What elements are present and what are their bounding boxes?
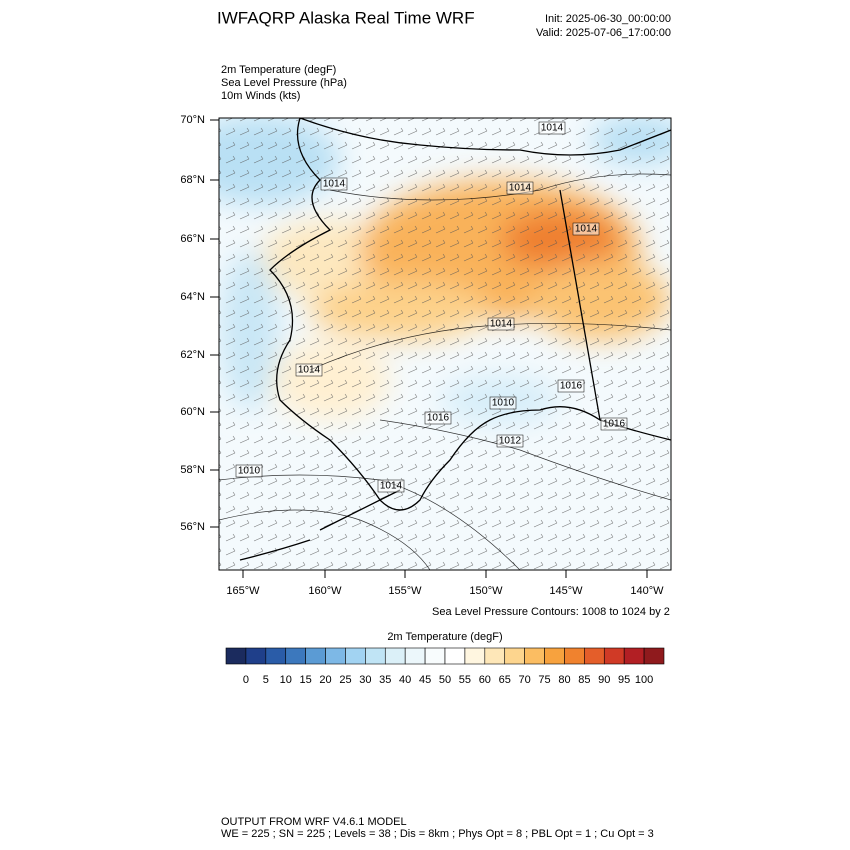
- colorbar-swatch: [484, 647, 506, 665]
- lat-label: 68°N: [180, 174, 205, 186]
- colorbar-tick-label: 5: [263, 674, 269, 686]
- colorbar-tick-label: 10: [280, 674, 292, 686]
- lon-label: 160°W: [308, 585, 342, 597]
- contour-label: 1014: [323, 179, 346, 190]
- contour-label: 1016: [560, 381, 583, 392]
- colorbar-swatch: [464, 647, 486, 665]
- colorbar-tick-label: 50: [439, 674, 451, 686]
- colorbar-swatch: [623, 647, 645, 665]
- colorbar-swatch: [444, 647, 466, 665]
- colorbar-swatch: [345, 647, 366, 665]
- colorbar-tick-label: 0: [243, 674, 249, 686]
- lat-label: 70°N: [180, 114, 205, 126]
- contour-label-box: [320, 177, 348, 191]
- contour-label-box: [538, 121, 566, 135]
- colorbar-tick-label: 55: [459, 674, 471, 686]
- colorbar-tick-label: 75: [538, 674, 550, 686]
- colorbar-tick-label: 40: [399, 674, 411, 686]
- contour-label: 1014: [298, 365, 321, 376]
- valid-time: Valid: 2025-07-06_17:00:00: [536, 27, 671, 39]
- colorbar-swatch: [544, 647, 565, 665]
- lat-label: 56°N: [180, 521, 205, 533]
- colorbar-tick-label: 30: [359, 674, 371, 686]
- colorbar-swatch: [504, 647, 525, 665]
- footer-line: WE = 225 ; SN = 225 ; Levels = 38 ; Dis …: [221, 828, 654, 840]
- lat-label: 60°N: [180, 406, 205, 418]
- colorbar-tick-label: 65: [499, 674, 511, 686]
- colorbar-tick-label: 15: [300, 674, 312, 686]
- contour-label-box: [489, 396, 517, 410]
- contour-label: 1016: [427, 413, 450, 424]
- lat-label: 64°N: [180, 291, 205, 303]
- lat-label: 62°N: [180, 349, 205, 361]
- lon-label: 165°W: [226, 585, 260, 597]
- contour-label-box: [295, 363, 323, 377]
- contour-label-box: [506, 181, 534, 195]
- colorbar-swatch: [424, 647, 446, 665]
- colorbar-swatch: [524, 647, 545, 665]
- contour-label: 1014: [541, 123, 564, 134]
- lon-label: 140°W: [630, 585, 664, 597]
- colorbar-swatch: [564, 647, 585, 665]
- lon-label: 155°W: [388, 585, 422, 597]
- title: IWFAQRP Alaska Real Time WRF: [217, 8, 475, 27]
- colorbar-tick-label: 100: [635, 674, 653, 686]
- colorbar-tick-label: 45: [419, 674, 431, 686]
- colorbar-swatch: [365, 647, 386, 665]
- colorbar-tick-label: 20: [319, 674, 331, 686]
- field-label: 2m Temperature (degF): [221, 64, 336, 76]
- colorbar-tick-label: 70: [519, 674, 531, 686]
- contour-label-box: [572, 222, 600, 236]
- colorbar-swatch: [404, 647, 426, 665]
- lat-label: 58°N: [180, 464, 205, 476]
- colorbar-tick-label: 95: [618, 674, 630, 686]
- contour-label: 1014: [509, 183, 532, 194]
- field-label: Sea Level Pressure (hPa): [221, 77, 347, 89]
- contour-label-box: [557, 379, 585, 393]
- contour-label-box: [487, 317, 515, 331]
- colorbar-tick-label: 60: [479, 674, 491, 686]
- contour-label: 1016: [603, 419, 626, 430]
- contour-label: 1010: [492, 398, 515, 409]
- contour-label-box: [424, 411, 452, 425]
- map-field: [219, 118, 671, 570]
- colorbar-swatch: [305, 647, 326, 665]
- map-frame: [218, 117, 672, 571]
- colorbar-swatch: [245, 647, 267, 665]
- colorbar-swatch: [325, 647, 346, 665]
- colorbar-swatch: [285, 647, 306, 665]
- colorbar-tick-label: 35: [379, 674, 391, 686]
- contour-label: 1012: [499, 436, 522, 447]
- lon-label: 145°W: [549, 585, 583, 597]
- contour-label-box: [377, 479, 405, 493]
- contour-label: 1010: [238, 466, 261, 477]
- colorbar-swatch: [265, 647, 287, 665]
- lat-label: 66°N: [180, 233, 205, 245]
- contour-label-box: [235, 464, 263, 478]
- colorbar: 0 5 10 15 20 25 30 35 40 45 50 55 60 65 70 75 80 85 90 95 10…: [225, 647, 665, 686]
- colorbar-swatch: [225, 647, 247, 665]
- colorbar-swatch: [584, 647, 605, 665]
- colorbar-tick-label: 80: [558, 674, 570, 686]
- colorbar-tick-label: 90: [598, 674, 610, 686]
- colorbar-swatch: [384, 647, 406, 665]
- contour-label-box: [496, 434, 524, 448]
- field-label: 10m Winds (kts): [221, 90, 300, 102]
- footer-line: OUTPUT FROM WRF V4.6.1 MODEL: [221, 816, 407, 828]
- contour-label-box: [600, 417, 628, 431]
- colorbar-title: 2m Temperature (degF): [387, 631, 502, 643]
- colorbar-tick-label: 25: [339, 674, 351, 686]
- colorbar-swatch: [643, 647, 665, 665]
- colorbar-tick-label: 85: [578, 674, 590, 686]
- colorbar-swatch: [603, 647, 625, 665]
- lon-label: 150°W: [469, 585, 503, 597]
- contour-label: 1014: [490, 319, 513, 330]
- contour-note: Sea Level Pressure Contours: 1008 to 102…: [432, 606, 670, 618]
- contour-label: 1014: [380, 481, 403, 492]
- contour-label: 1014: [575, 224, 598, 235]
- init-time: Init: 2025-06-30_00:00:00: [545, 13, 671, 25]
